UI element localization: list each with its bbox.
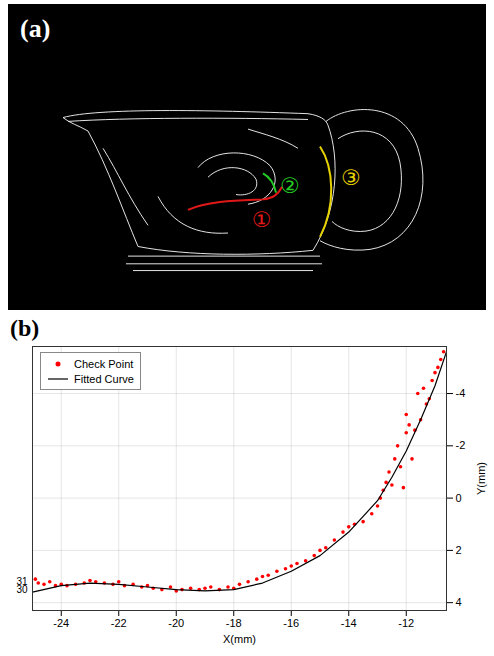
svg-text:③: ③: [341, 165, 361, 190]
svg-text:(a): (a): [20, 14, 50, 42]
svg-text:-2: -2: [456, 439, 466, 451]
html-text:(b): (b): [10, 315, 40, 341]
html-text:Fitted Curve: Fitted Curve: [74, 372, 134, 385]
html-text:Check Point: Check Point: [74, 357, 134, 370]
svg-text:-20: -20: [168, 617, 184, 629]
svg-text:-22: -22: [111, 617, 127, 629]
svg-text:0: 0: [456, 492, 462, 504]
svg-text:X(mm): X(mm): [223, 633, 256, 645]
svg-text:-12: -12: [398, 617, 414, 629]
svg-text:-24: -24: [53, 617, 69, 629]
svg-text:30: 30: [16, 584, 28, 595]
svg-text:31: 31: [16, 575, 28, 587]
svg-text:②: ②: [280, 173, 300, 198]
svg-text:-4: -4: [456, 387, 466, 399]
svg-text:2: 2: [456, 544, 462, 556]
svg-text:-18: -18: [226, 617, 242, 629]
svg-text:-16: -16: [283, 617, 299, 629]
svg-text:4: 4: [456, 596, 462, 608]
svg-text:-14: -14: [341, 617, 357, 629]
svg-text:①: ①: [252, 208, 272, 233]
svg-text:Y(mm): Y(mm): [475, 462, 487, 495]
